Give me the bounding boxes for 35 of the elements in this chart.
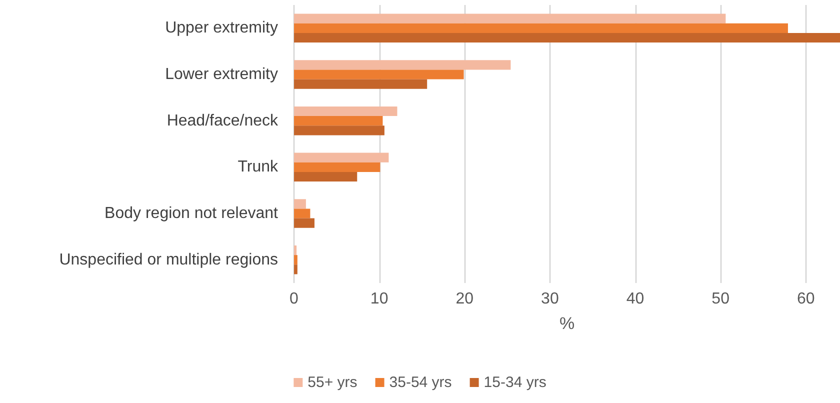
legend-label: 55+ yrs bbox=[308, 374, 358, 391]
bar bbox=[294, 152, 389, 162]
bar bbox=[294, 70, 464, 80]
bar bbox=[294, 23, 788, 33]
x-tick-label: 40 bbox=[626, 290, 644, 308]
legend-label: 35-54 yrs bbox=[389, 374, 452, 391]
y-tick-label: Trunk bbox=[238, 158, 279, 176]
bar bbox=[294, 32, 840, 43]
legend-label: 15-34 yrs bbox=[484, 374, 546, 391]
y-tick-label: Lower extremity bbox=[165, 66, 278, 83]
x-tick-label: 20 bbox=[456, 290, 474, 308]
bar bbox=[294, 218, 314, 228]
x-tick-label: 60 bbox=[796, 290, 815, 308]
x-axis-title: % bbox=[559, 314, 575, 333]
y-tick-label: Unspecified or multiple regions bbox=[59, 251, 278, 268]
x-tick-label: 10 bbox=[370, 290, 388, 308]
bar bbox=[294, 60, 511, 70]
bar bbox=[294, 162, 380, 172]
bar bbox=[294, 79, 428, 89]
y-tick-label: Body region not relevant bbox=[104, 205, 279, 222]
bar bbox=[294, 126, 384, 136]
x-tick-label: 50 bbox=[712, 290, 730, 308]
bar bbox=[294, 116, 383, 126]
y-tick-label: Upper extremity bbox=[165, 20, 278, 37]
bar bbox=[294, 172, 358, 182]
bar bbox=[294, 255, 298, 265]
x-tick-label: 30 bbox=[541, 290, 559, 308]
x-tick-label: 0 bbox=[290, 290, 299, 308]
bar bbox=[294, 264, 298, 274]
bar bbox=[294, 14, 726, 24]
bar bbox=[294, 245, 297, 256]
bar bbox=[294, 208, 310, 218]
bar bbox=[294, 199, 306, 209]
bar bbox=[294, 106, 398, 116]
y-tick-label: Head/face/neck bbox=[166, 112, 279, 130]
